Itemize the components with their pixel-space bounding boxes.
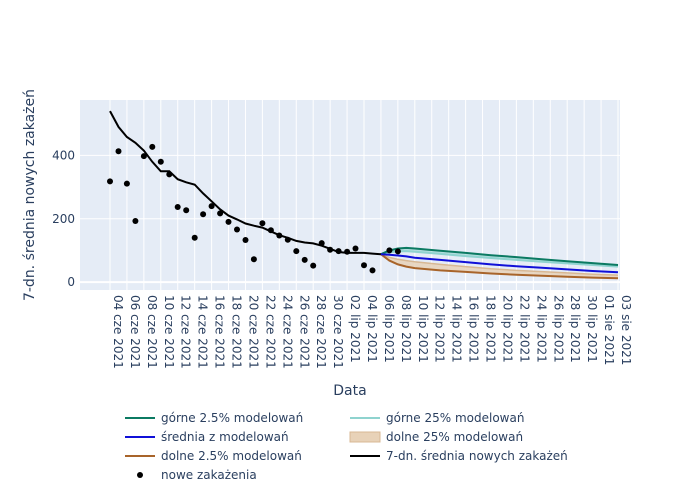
legend-item-cases[interactable]: nowe zakażenia	[137, 468, 257, 482]
x-tick-label: 24 lip 2021	[534, 295, 548, 363]
case-point	[352, 245, 359, 252]
legend[interactable]: górne 2.5% modelowań górne 25% modelowań ś…	[125, 411, 568, 482]
cases-markers	[107, 143, 401, 274]
case-point	[174, 204, 181, 210]
y-tick-label: 0	[67, 275, 75, 289]
legend-label: nowe zakażenia	[161, 468, 257, 482]
x-tick-label: 22 lip 2021	[517, 295, 531, 363]
case-point	[157, 158, 164, 165]
case-point	[191, 234, 198, 241]
legend-swatch	[349, 431, 381, 443]
case-point	[149, 143, 156, 150]
x-tick-label: 20 lip 2021	[500, 295, 514, 363]
x-tick-label: 18 lip 2021	[484, 295, 498, 363]
legend-label: górne 25% modelowań	[386, 411, 524, 425]
y-axis-ticks: 0 200 400	[52, 148, 75, 289]
legend-label: 7-dn. średnia nowych zakażeń	[386, 449, 568, 463]
x-tick-label: 04 cze 2021	[111, 295, 125, 369]
legend-item-upper-2-5[interactable]: górne 2.5% modelowań	[125, 411, 303, 425]
legend-label: średnia z modelowań	[161, 430, 289, 444]
lower-2-5-line	[380, 253, 619, 280]
case-point	[276, 232, 283, 239]
x-tick-label: 10 cze 2021	[162, 295, 176, 369]
case-point	[225, 218, 232, 225]
x-tick-label: 30 cze 2021	[331, 295, 345, 369]
legend-item-mean[interactable]: średnia z modelowań	[125, 430, 289, 444]
y-axis-title: 7-dn. średnia nowych zakażeń	[22, 89, 38, 301]
legend-swatch	[137, 472, 143, 478]
case-point	[208, 203, 215, 210]
x-tick-label: 22 cze 2021	[263, 295, 277, 369]
case-point	[140, 153, 147, 160]
legend-item-lower-2-5[interactable]: dolne 2.5% modelowań	[125, 449, 302, 463]
case-point	[369, 267, 376, 274]
case-point	[200, 211, 207, 218]
lower-25-line	[380, 253, 619, 276]
x-tick-label: 02 lip 2021	[348, 295, 362, 363]
x-tick-label: 16 cze 2021	[213, 295, 227, 369]
x-tick-label: 06 cze 2021	[128, 295, 142, 369]
legend-label: dolne 25% modelowań	[386, 430, 523, 444]
x-tick-label: 16 lip 2021	[467, 295, 481, 363]
x-tick-label: 03 sie 2021	[619, 295, 633, 365]
case-point	[361, 262, 367, 269]
x-tick-label: 28 cze 2021	[314, 295, 328, 369]
y-tick-label: 400	[52, 148, 75, 162]
x-tick-label: 06 lip 2021	[382, 295, 396, 363]
legend-item-rolling-avg[interactable]: 7-dn. średnia nowych zakażeń	[350, 449, 568, 463]
x-tick-label: 12 cze 2021	[179, 295, 193, 369]
case-point	[386, 247, 393, 254]
case-point	[115, 148, 122, 155]
x-tick-label: 14 lip 2021	[450, 295, 464, 363]
case-point	[259, 220, 266, 227]
case-point	[132, 218, 139, 224]
legend-item-upper-25[interactable]: górne 25% modelowań	[350, 411, 524, 425]
x-tick-label: 12 lip 2021	[433, 295, 447, 363]
x-tick-label: 01 sie 2021	[602, 295, 616, 365]
case-point	[344, 248, 351, 255]
case-point	[267, 227, 274, 234]
case-point	[217, 210, 224, 217]
case-point	[242, 237, 249, 243]
legend-item-lower-25[interactable]: dolne 25% modelowań	[349, 430, 523, 444]
legend-label: górne 2.5% modelowań	[161, 411, 303, 425]
y-tick-label: 200	[52, 212, 75, 226]
x-tick-label: 14 cze 2021	[196, 295, 210, 369]
x-tick-label: 24 cze 2021	[280, 295, 294, 369]
case-point	[318, 240, 325, 247]
case-point	[183, 207, 190, 214]
case-point	[107, 178, 113, 185]
x-tick-label: 08 lip 2021	[399, 295, 413, 363]
x-tick-label: 26 lip 2021	[551, 295, 565, 363]
x-tick-label: 18 cze 2021	[230, 295, 244, 369]
case-point	[394, 248, 401, 255]
case-point	[123, 180, 130, 187]
case-point	[234, 226, 240, 233]
case-point	[250, 256, 257, 263]
case-point	[335, 248, 342, 255]
x-tick-label: 10 lip 2021	[416, 295, 430, 363]
case-point	[293, 248, 300, 255]
case-point	[327, 246, 334, 253]
x-tick-label: 30 lip 2021	[585, 295, 599, 363]
case-point	[301, 256, 308, 263]
x-axis-title: Data	[333, 383, 366, 399]
mean-line	[380, 253, 619, 274]
x-tick-label: 28 lip 2021	[568, 295, 582, 363]
x-tick-label: 20 cze 2021	[246, 295, 260, 369]
x-axis-ticks: 04 cze 2021 06 cze 2021 08 cze 2021 10 cze …	[111, 295, 633, 369]
case-point	[166, 171, 173, 178]
case-point	[310, 262, 317, 269]
x-tick-label: 26 cze 2021	[297, 295, 311, 369]
legend-label: dolne 2.5% modelowań	[161, 449, 302, 463]
x-tick-label: 04 lip 2021	[365, 295, 379, 363]
x-tick-label: 08 cze 2021	[145, 295, 159, 369]
case-point	[284, 236, 291, 243]
